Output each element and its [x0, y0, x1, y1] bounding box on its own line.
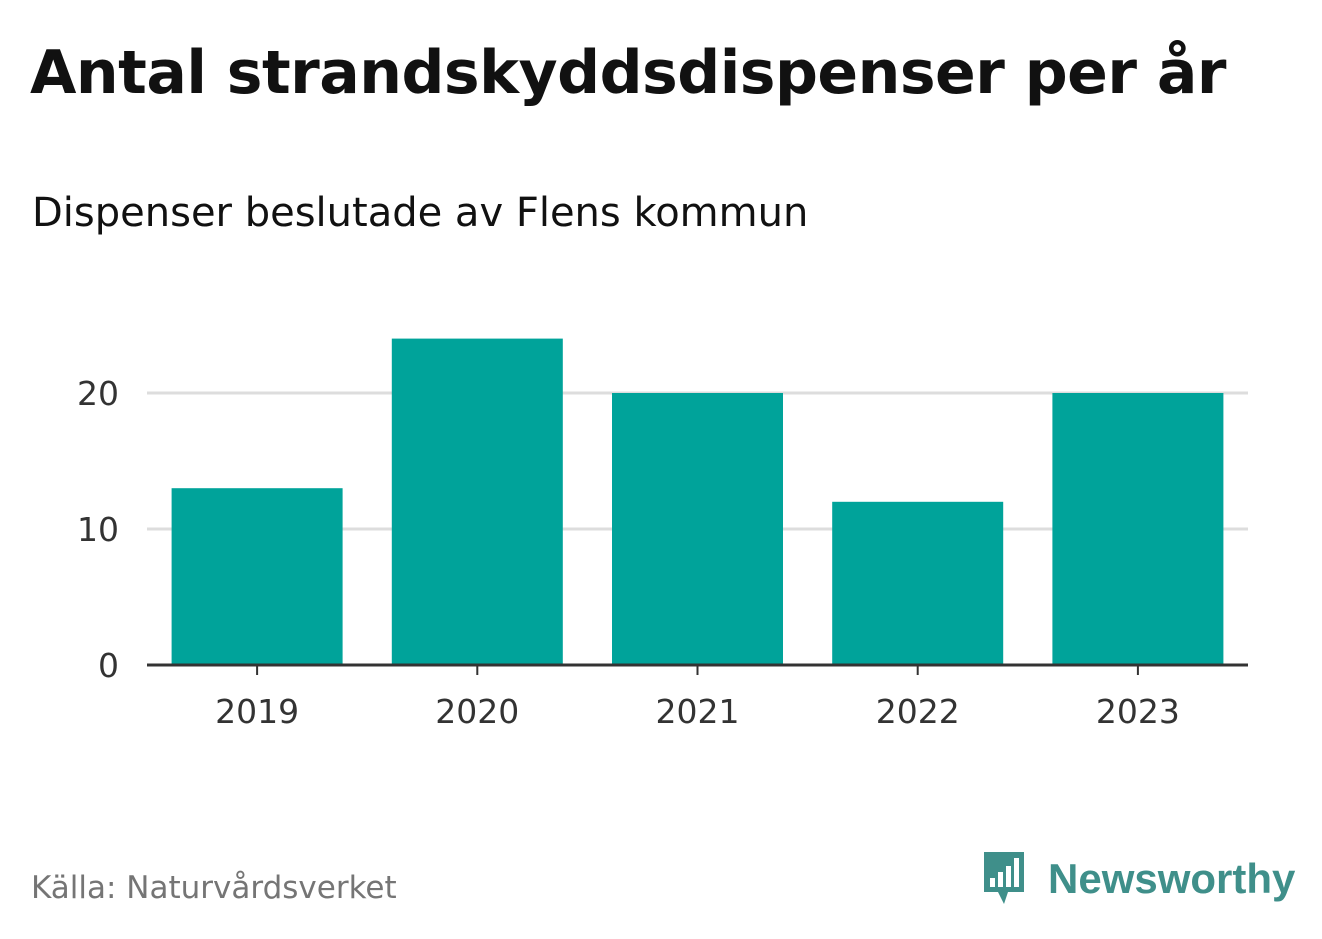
- axes: 0 10 20 2019 2020 2021 2022 2023: [77, 374, 1248, 731]
- x-tick-label: 2020: [435, 692, 519, 731]
- x-tick-label: 2019: [215, 692, 299, 731]
- chart-subtitle: Dispenser beslutade av Flens kommun: [32, 190, 809, 236]
- bar-2022: [832, 501, 1004, 665]
- y-tick-label: 10: [77, 510, 119, 549]
- x-tick-label: 2023: [1096, 692, 1180, 731]
- bar-2023: [1052, 393, 1224, 665]
- source-note: Källa: Naturvårdsverket: [31, 870, 397, 906]
- y-tick-label: 0: [98, 646, 119, 685]
- bars: [171, 338, 1224, 665]
- x-tick-label: 2022: [876, 692, 960, 731]
- chart-title: Antal strandskyddsdispenser per år: [30, 38, 1226, 108]
- bar-2020: [391, 338, 563, 665]
- bar-2019: [171, 488, 343, 665]
- y-tick-label: 20: [77, 374, 119, 413]
- brand-logo: Newsworthy: [980, 848, 1295, 910]
- brand-name: Newsworthy: [1048, 855, 1296, 902]
- bar-2021: [612, 393, 783, 665]
- x-tick-label: 2021: [656, 692, 740, 731]
- newsworthy-logo-icon: [984, 852, 1024, 904]
